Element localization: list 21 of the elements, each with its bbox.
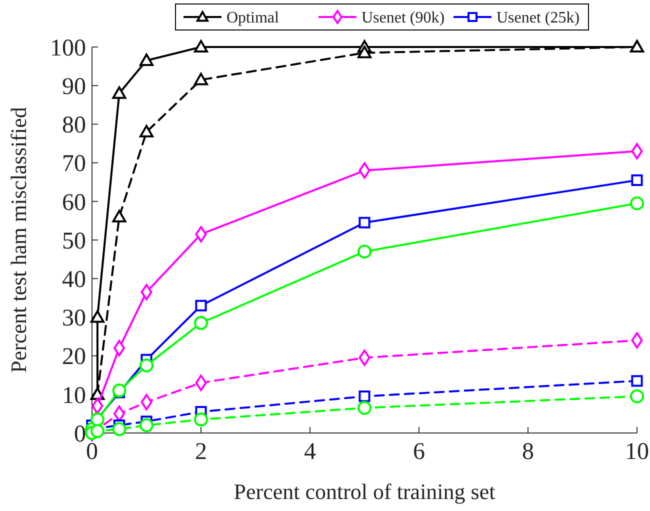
- x-axis-title: Percent control of training set: [234, 479, 496, 504]
- legend-label: Usenet (25k): [496, 10, 580, 27]
- y-tick-label: 60: [62, 190, 86, 216]
- legend-label: Usenet (90k): [362, 10, 445, 27]
- y-tick-label: 0: [74, 421, 86, 448]
- x-tick-label: 4: [304, 439, 316, 465]
- y-tick-label: 10: [62, 382, 86, 409]
- x-tick-label: 10: [625, 439, 649, 465]
- y-tick-label: 70: [62, 151, 86, 178]
- y-tick-label: 90: [62, 74, 86, 100]
- legend-label: Optimal: [226, 10, 280, 27]
- y-tick-label: 50: [62, 228, 86, 254]
- y-tick-label: 30: [62, 306, 86, 332]
- x-tick-label: 6: [413, 439, 425, 465]
- x-tick-label: 2: [195, 439, 207, 465]
- x-tick-label: 8: [522, 439, 534, 465]
- y-tick-label: 40: [62, 267, 86, 293]
- y-axis-title: Percent test ham misclassified: [6, 107, 31, 373]
- y-tick-label: 20: [62, 344, 86, 370]
- y-tick-label: 80: [62, 112, 86, 139]
- y-tick-label: 100: [50, 35, 86, 62]
